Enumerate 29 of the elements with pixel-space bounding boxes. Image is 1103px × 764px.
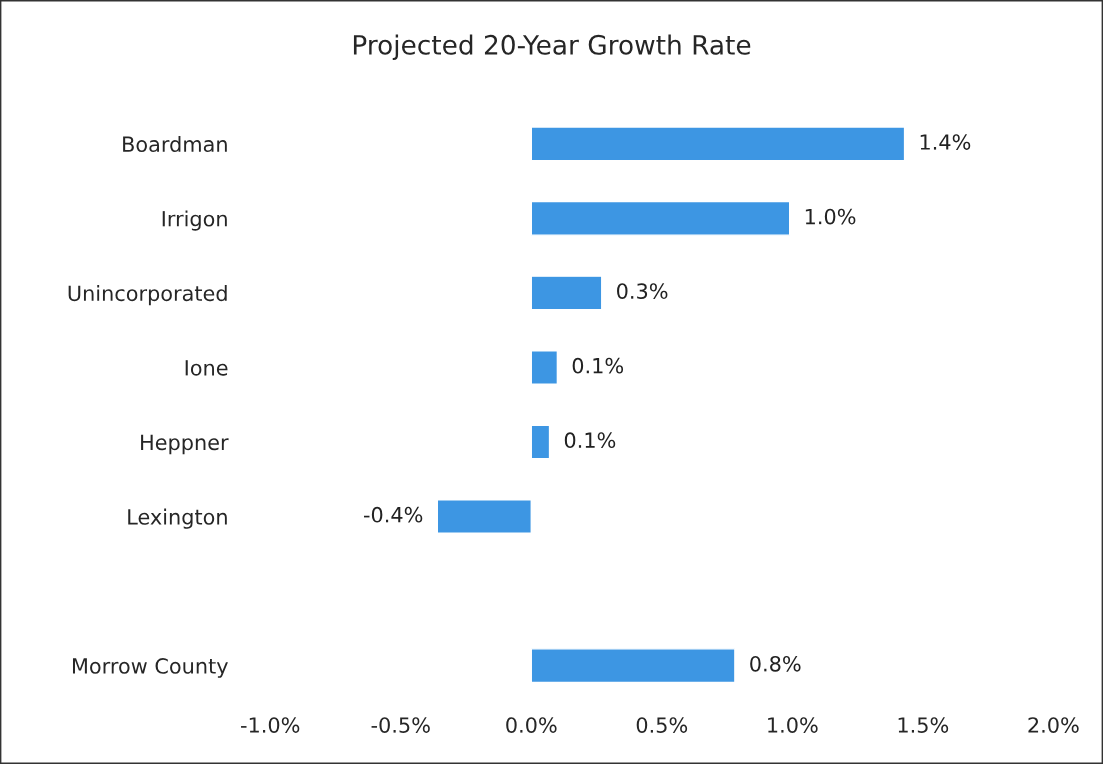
y-tick-label: Lexington	[128, 508, 227, 529]
y-tick-label: Heppner	[141, 434, 229, 455]
bar	[530, 126, 906, 162]
bar	[530, 275, 603, 311]
data-label: 1.0%	[805, 208, 856, 225]
bar	[530, 648, 736, 684]
bar	[530, 200, 791, 236]
chart-title: Projected 20-Year Growth Rate	[353, 34, 751, 60]
data-label: 0.1%	[572, 357, 624, 374]
data-label: 0.8%	[750, 655, 801, 672]
y-tick-label: Morrow County	[72, 658, 228, 678]
data-label: 1.4%	[920, 134, 971, 150]
x-tick-label: 2.0%	[1028, 717, 1079, 733]
data-label: -0.4%	[363, 506, 423, 523]
data-label: 0.3%	[617, 283, 668, 299]
y-tick-label: Boardman	[123, 135, 227, 153]
y-tick-label: Ione	[185, 360, 228, 376]
x-tick-label: -0.5%	[371, 717, 430, 733]
x-tick-label: 1.0%	[768, 717, 818, 733]
x-tick-label: 1.5%	[898, 717, 949, 733]
x-tick-label: 0.0%	[506, 717, 557, 733]
x-tick-label: 0.5%	[636, 717, 688, 733]
bar	[530, 349, 559, 385]
bar	[530, 424, 551, 460]
data-label: 0.1%	[564, 432, 616, 449]
x-tick-label: -1.0%	[241, 717, 300, 733]
y-tick-label: Unincorporated	[68, 285, 227, 306]
bar	[436, 499, 532, 535]
y-tick-label: Irrigon	[162, 210, 227, 231]
